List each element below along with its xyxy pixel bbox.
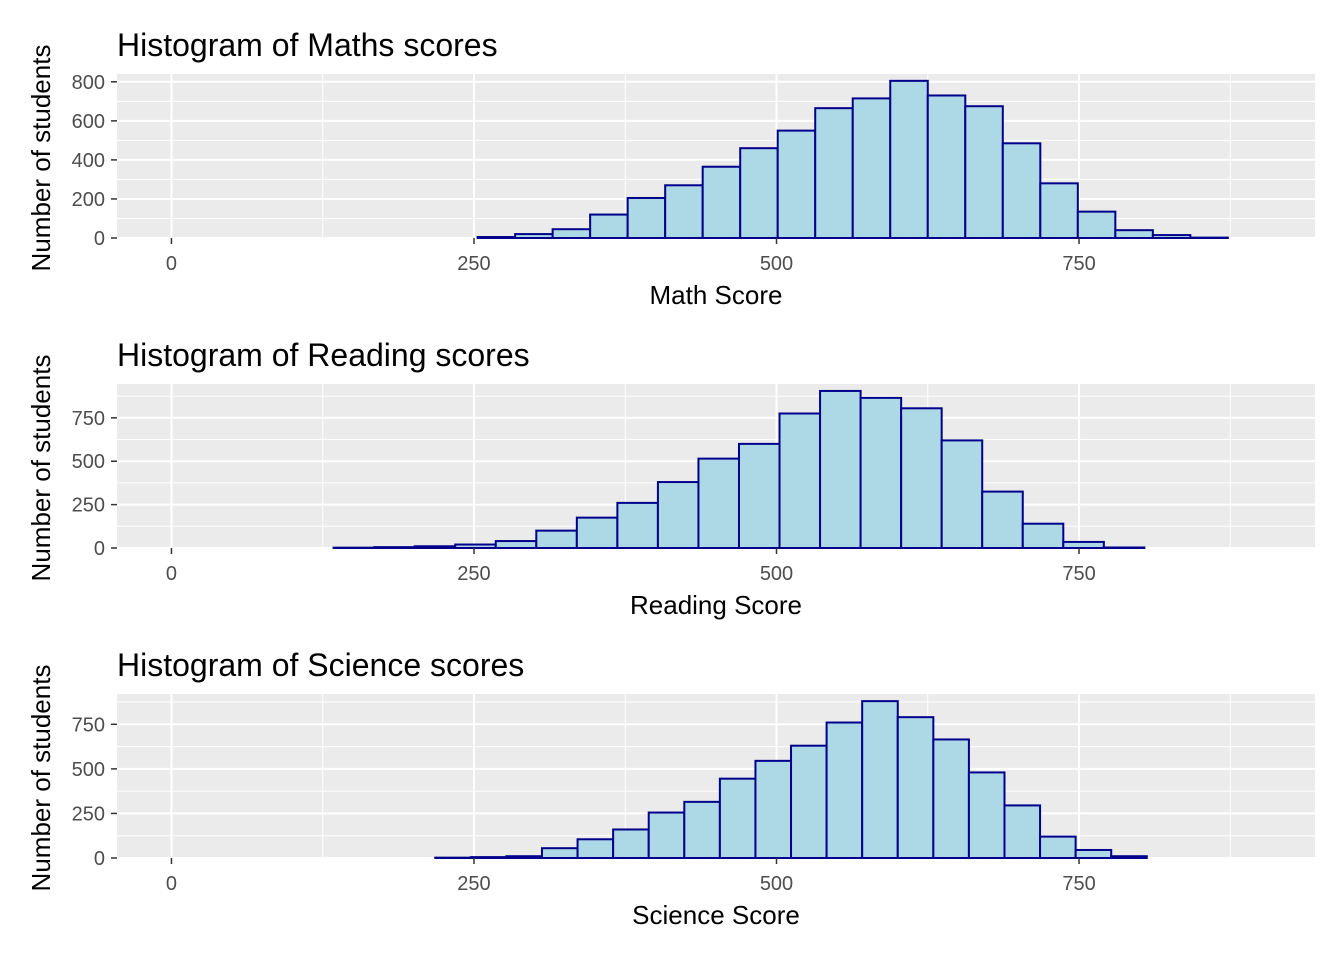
histogram-bar	[505, 855, 543, 860]
x-tick-label: 250	[457, 253, 490, 275]
y-tick-label: 250	[72, 803, 105, 825]
histogram-bar	[540, 847, 579, 860]
y-tick-label: 800	[72, 72, 105, 94]
y-axis-title: Number of students	[26, 45, 56, 272]
histogram-bar	[778, 412, 822, 550]
x-tick-label: 0	[166, 563, 177, 585]
histogram-bar	[494, 540, 538, 550]
histogram-bar	[981, 490, 1024, 549]
histogram-bar	[683, 800, 721, 860]
histogram-bar	[454, 543, 497, 550]
histogram-bar	[739, 147, 779, 239]
histogram-bar	[1074, 848, 1113, 860]
x-tick-label: 500	[760, 873, 793, 895]
histogram-bar	[896, 716, 935, 859]
x-axis-title: Math Score	[650, 280, 783, 310]
histogram-bar	[626, 196, 667, 240]
histogram-bar	[737, 442, 781, 549]
x-tick-label: 250	[457, 873, 490, 895]
histogram-bar	[551, 228, 592, 239]
histogram-bar	[1003, 804, 1042, 859]
histogram-bar	[1039, 182, 1079, 239]
histogram-bar	[616, 501, 659, 549]
chart-title: Histogram of Science scores	[117, 647, 524, 683]
x-tick-label: 750	[1062, 563, 1095, 585]
y-tick-label: 500	[72, 759, 105, 781]
x-axis-title: Reading Score	[630, 590, 802, 620]
histogram-bar	[776, 129, 817, 239]
x-tick-label: 750	[1062, 873, 1095, 895]
histogram-bar	[664, 184, 704, 240]
y-axis-title: Number of students	[26, 355, 56, 582]
histogram-bar	[1021, 522, 1065, 549]
chart-1: 0 250 500 750 0 250 500 750 Histogram of Reading…	[26, 337, 1315, 620]
y-tick-label: 600	[72, 111, 105, 133]
histogram-bar	[1076, 210, 1117, 239]
histogram-bar	[967, 771, 1006, 859]
histogram-bar	[697, 457, 740, 549]
histogram-bar	[889, 79, 929, 240]
histogram-bar	[859, 396, 903, 550]
histogram-bar	[656, 481, 700, 550]
y-tick-label: 750	[72, 714, 105, 736]
histogram-bar	[900, 407, 943, 549]
y-tick-label: 250	[72, 495, 105, 517]
histogram-bar	[718, 777, 757, 859]
histogram-bar	[647, 811, 686, 859]
y-tick-label: 0	[94, 848, 105, 870]
histogram-bar	[851, 97, 892, 240]
histogram-bar	[413, 545, 457, 549]
histogram-bar	[535, 529, 578, 550]
x-tick-label: 0	[166, 873, 177, 895]
x-tick-label: 250	[457, 563, 490, 585]
x-tick-label: 500	[760, 563, 793, 585]
histogram-bar	[825, 721, 864, 859]
histogram-bar	[1039, 835, 1077, 860]
histogram-bar	[575, 516, 619, 550]
histogram-bar	[701, 165, 742, 239]
histogram-bar	[940, 439, 984, 550]
y-tick-label: 500	[72, 451, 105, 473]
histogram-bar	[1151, 234, 1192, 239]
histogram-bar	[861, 700, 899, 859]
histogram-bar	[1062, 540, 1105, 549]
y-tick-label: 750	[72, 408, 105, 430]
x-tick-label: 500	[760, 253, 793, 275]
y-axis-title: Number of students	[26, 665, 56, 892]
histogram-bar	[612, 828, 650, 860]
chart-2: 0 250 500 750 0 250 500 750 Histogram of Science…	[26, 647, 1315, 930]
y-tick-label: 0	[94, 538, 105, 560]
histogram-bar	[373, 546, 416, 549]
histogram-bar	[514, 233, 554, 240]
chart-title: Histogram of Reading scores	[117, 337, 530, 373]
x-axis-title: Science Score	[632, 900, 800, 930]
histogram-bar	[1114, 229, 1154, 239]
histogram-bar	[1001, 142, 1042, 239]
histogram-bar	[589, 213, 629, 239]
x-tick-label: 750	[1062, 253, 1095, 275]
histogram-bar	[476, 236, 517, 239]
histogram-bar	[814, 107, 854, 239]
histogram-bar	[1102, 546, 1146, 550]
y-tick-label: 0	[94, 228, 105, 250]
histogram-bar	[819, 389, 862, 549]
chart-0: 0 250 500 750 0 200 400 600 800 Histogram of Math…	[26, 27, 1315, 310]
histogram-bar	[790, 744, 828, 860]
histogram-bar	[926, 94, 967, 239]
y-tick-label: 200	[72, 189, 105, 211]
histogram-bar	[932, 738, 970, 860]
histogram-bar	[754, 759, 793, 860]
histogram-bar	[1110, 855, 1148, 860]
histogram-bar	[576, 838, 615, 859]
y-tick-label: 400	[72, 150, 105, 172]
histogram-bar	[964, 105, 1004, 240]
chart-title: Histogram of Maths scores	[117, 27, 498, 63]
histogram-bar	[469, 856, 508, 860]
x-tick-label: 0	[166, 253, 177, 275]
